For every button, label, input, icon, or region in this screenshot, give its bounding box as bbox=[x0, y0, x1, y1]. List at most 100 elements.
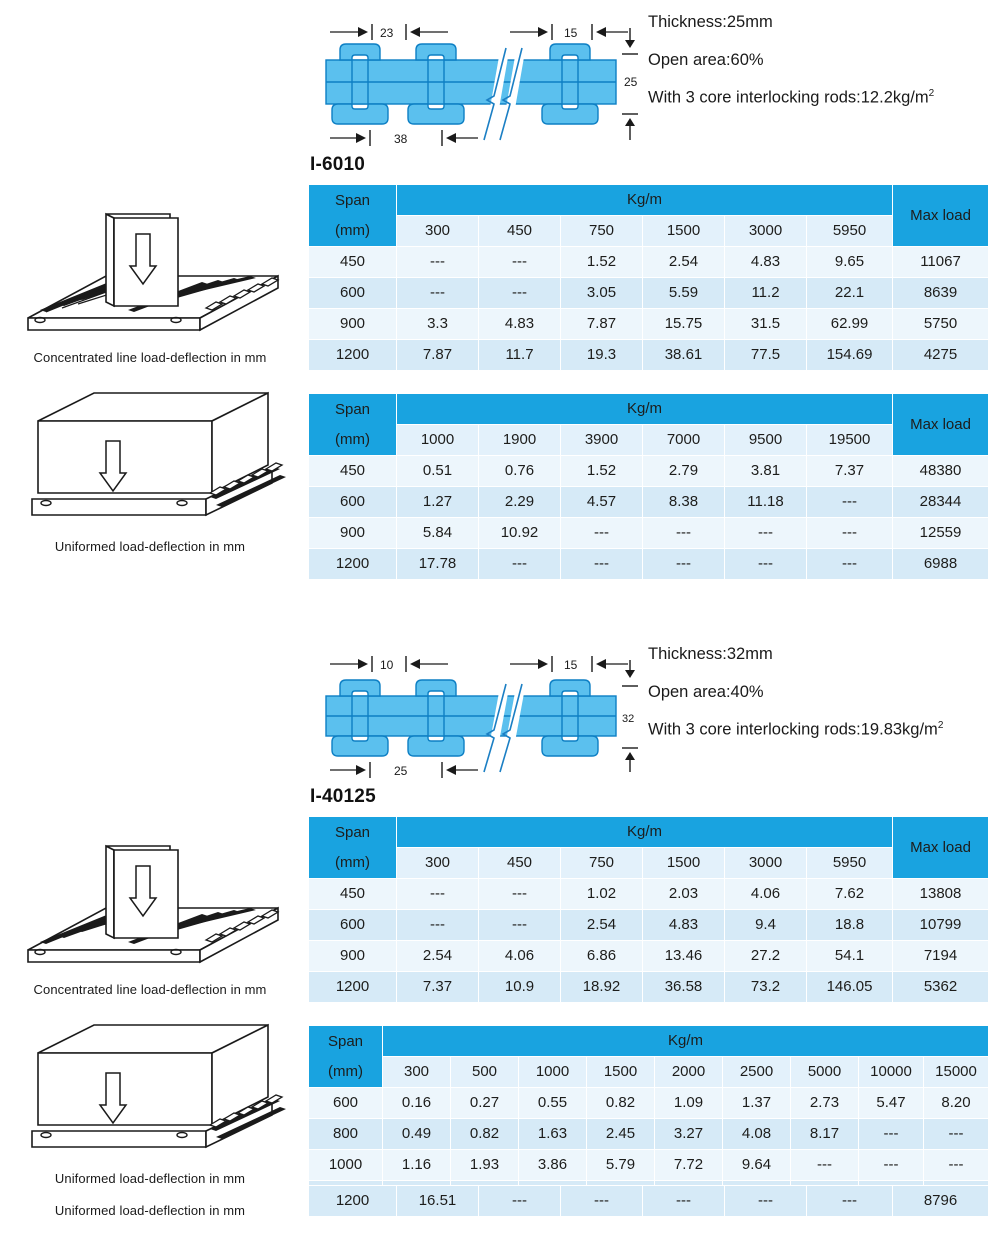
value-cell: 17.78 bbox=[396, 548, 479, 580]
table-row: 600 --- --- 2.54 4.83 9.4 18.8 10799 bbox=[308, 909, 990, 941]
column-header: 1000 bbox=[518, 1056, 587, 1088]
spec-open-area: Open area:60% bbox=[648, 50, 1000, 69]
value-cell: --- bbox=[478, 1185, 561, 1217]
value-cell: 2.79 bbox=[642, 455, 725, 487]
value-cell: 77.5 bbox=[724, 339, 807, 371]
value-cell: 1.63 bbox=[518, 1118, 587, 1150]
value-cell: 18.8 bbox=[805, 909, 894, 941]
illustration-caption: Uniformed load-deflection in mm bbox=[54, 539, 246, 554]
value-cell: --- bbox=[724, 517, 807, 549]
span-header-line1: Span bbox=[334, 823, 371, 841]
value-cell: 38.61 bbox=[642, 339, 725, 371]
value-cell: 5.79 bbox=[586, 1149, 655, 1181]
max-load-header: Max load bbox=[892, 816, 990, 879]
profile-dim-top2: 15 bbox=[564, 26, 578, 40]
column-header: 450 bbox=[478, 215, 561, 247]
value-cell: 7.87 bbox=[560, 308, 643, 340]
value-cell: 2.29 bbox=[478, 486, 561, 518]
value-cell: --- bbox=[478, 878, 561, 910]
span-header-line1: Span bbox=[334, 400, 371, 418]
value-cell: 2.54 bbox=[396, 940, 479, 972]
value-cell: 1.52 bbox=[560, 246, 643, 278]
value-cell: 16.51 bbox=[396, 1185, 479, 1217]
value-cell: 9.4 bbox=[724, 909, 807, 941]
profile-dim-bottom: 25 bbox=[394, 764, 408, 778]
spec-text: Open area:60% bbox=[648, 50, 764, 69]
spec-list-2: Thickness:32mm Open area:40% With 3 core… bbox=[648, 646, 1000, 759]
max-load-cell: 5362 bbox=[892, 971, 990, 1003]
value-cell: 2.73 bbox=[790, 1087, 859, 1119]
span-header-line1: Span bbox=[327, 1032, 364, 1050]
table-row: 1200 16.51 --- --- --- --- --- 8796 bbox=[308, 1185, 989, 1217]
column-header: 1500 bbox=[642, 847, 725, 879]
value-cell: --- bbox=[805, 548, 894, 580]
value-cell: --- bbox=[806, 1185, 893, 1217]
max-load-cell: 28344 bbox=[892, 486, 990, 518]
load-table-uniformed-i40125: Span (mm) Kg/m 300 500 1000 1500 2000 25… bbox=[308, 1025, 990, 1212]
value-cell: 1.37 bbox=[722, 1087, 791, 1119]
span-header: Span (mm) bbox=[308, 1025, 383, 1088]
cutoff-table: 1200 16.51 --- --- --- --- --- 8796 bbox=[308, 1185, 989, 1217]
max-load-cell: 4275 bbox=[892, 339, 990, 371]
value-cell: --- bbox=[805, 486, 894, 518]
illustration-concentrated-line-load-1: Concentrated line load-deflection in mm bbox=[0, 190, 300, 365]
table-row: 900 5.84 10.92 --- --- --- --- 12559 bbox=[308, 517, 990, 549]
span-header: Span (mm) bbox=[308, 816, 397, 879]
spec-interlocking-rods: With 3 core interlocking rods:19.83kg/m2 bbox=[648, 721, 1000, 738]
value-cell: 1.52 bbox=[560, 455, 643, 487]
value-cell: 9.64 bbox=[722, 1149, 791, 1181]
value-cell: 10.9 bbox=[478, 971, 561, 1003]
value-cell: --- bbox=[396, 277, 479, 309]
table-row: 450 --- --- 1.02 2.03 4.06 7.62 13808 bbox=[308, 878, 990, 910]
value-cell: 7.72 bbox=[654, 1149, 723, 1181]
table-row: 600 --- --- 3.05 5.59 11.2 22.1 8639 bbox=[308, 277, 990, 309]
column-header: 300 bbox=[382, 1056, 451, 1088]
illustration-caption: Concentrated line load-deflection in mm bbox=[33, 350, 267, 365]
column-header: 1900 bbox=[478, 424, 561, 456]
spec-text: Open area:40% bbox=[648, 682, 764, 701]
illustration-column-1: Concentrated line load-deflection in mm bbox=[0, 190, 300, 554]
column-header: 5950 bbox=[805, 215, 894, 247]
value-cell: --- bbox=[396, 909, 479, 941]
profile-row-2: 10 15 bbox=[308, 646, 1000, 786]
uniformed-load-icon bbox=[31, 391, 286, 517]
column-header: 750 bbox=[560, 847, 643, 879]
span-header-line2: (mm) bbox=[335, 221, 370, 239]
value-cell: 8.38 bbox=[642, 486, 725, 518]
column-header: 9500 bbox=[724, 424, 807, 456]
value-cell: 2.54 bbox=[560, 909, 643, 941]
max-load-header: Max load bbox=[892, 184, 990, 247]
illustration-caption: Concentrated line load-deflection in mm bbox=[33, 982, 267, 997]
profile-row-1: 23 15 bbox=[308, 14, 1000, 154]
profile-dim-top2: 15 bbox=[564, 658, 578, 672]
value-cell: 7.37 bbox=[805, 455, 894, 487]
illustration-column-2: Concentrated line load-deflection in mm bbox=[0, 822, 300, 1186]
value-cell: 4.08 bbox=[722, 1118, 791, 1150]
value-cell: 4.06 bbox=[478, 940, 561, 972]
spec-open-area: Open area:40% bbox=[648, 682, 1000, 701]
column-header: 3000 bbox=[724, 847, 807, 879]
model-title-i6010: I-6010 bbox=[310, 154, 366, 175]
load-table-concentrated-i40125: Span (mm) Kg/m Max load 300 450 750 1500… bbox=[308, 816, 990, 1003]
value-cell: 7.87 bbox=[396, 339, 479, 371]
spec-list-1: Thickness:25mm Open area:60% With 3 core… bbox=[648, 14, 1000, 127]
max-load-cell: 6988 bbox=[892, 548, 990, 580]
value-cell: 0.16 bbox=[382, 1087, 451, 1119]
span-cell: 900 bbox=[308, 308, 397, 340]
table-subheader-row: 1000 1900 3900 7000 9500 19500 bbox=[309, 424, 989, 456]
value-cell: 73.2 bbox=[724, 971, 807, 1003]
value-cell: 0.82 bbox=[586, 1087, 655, 1119]
span-cell: 600 bbox=[308, 277, 397, 309]
content-column-1: 23 15 bbox=[308, 14, 1000, 580]
max-load-cell: 8639 bbox=[892, 277, 990, 309]
max-load-cell: 12559 bbox=[892, 517, 990, 549]
table-row: 600 0.16 0.27 0.55 0.82 1.09 1.37 2.73 5… bbox=[308, 1087, 990, 1119]
value-cell: 62.99 bbox=[805, 308, 894, 340]
value-cell: 13.46 bbox=[642, 940, 725, 972]
max-load-cell: 7194 bbox=[892, 940, 990, 972]
table-row: 600 1.27 2.29 4.57 8.38 11.18 --- 28344 bbox=[308, 486, 990, 518]
value-cell: --- bbox=[642, 517, 725, 549]
column-header: 15000 bbox=[922, 1056, 990, 1088]
profile-dim-top1: 10 bbox=[380, 658, 394, 672]
value-cell: --- bbox=[724, 1185, 807, 1217]
